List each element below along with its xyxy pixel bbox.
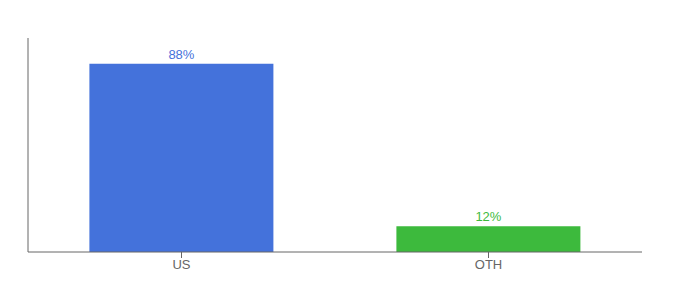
svg-text:OTH: OTH: [475, 257, 502, 272]
svg-text:US: US: [172, 257, 190, 272]
svg-text:12%: 12%: [475, 209, 501, 224]
svg-text:88%: 88%: [168, 47, 194, 62]
